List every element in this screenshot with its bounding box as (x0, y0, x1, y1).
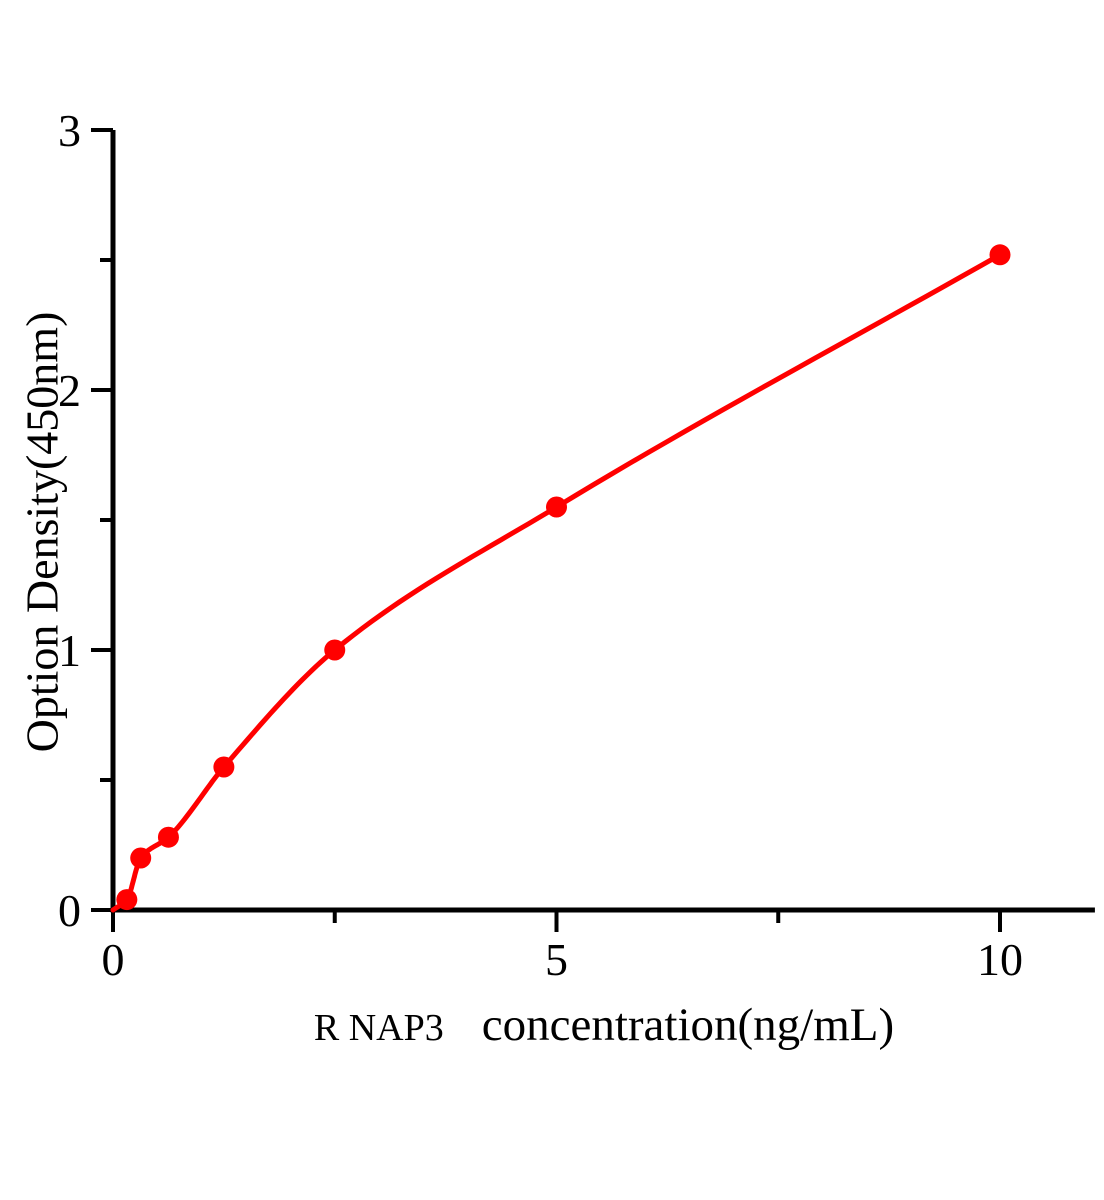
data-point (989, 244, 1011, 266)
x-tick-label: 10 (977, 934, 1023, 985)
fit-curve (110, 252, 1003, 913)
x-axis-title-main: concentration(ng/mL) (481, 999, 895, 1051)
y-tick-label: 1 (58, 625, 81, 676)
data-point (324, 639, 346, 661)
data-point (546, 496, 567, 518)
x-tick-label: 5 (545, 934, 568, 985)
y-axis-title: Option Density(450nm) (16, 311, 68, 753)
y-tick-label: 2 (58, 365, 81, 416)
data-point (130, 847, 152, 869)
data-point (157, 826, 179, 848)
x-tick-label: 0 (102, 934, 125, 985)
y-tick-label: 3 (58, 105, 81, 156)
axes-frame (110, 130, 1095, 913)
x-axis-title: R NAP3 concentration(ng/mL) (113, 997, 1095, 1053)
y-tick-label: 0 (58, 885, 81, 936)
data-point (116, 889, 138, 911)
data-point (213, 756, 235, 778)
x-axis-title-prefix: R NAP3 (313, 1007, 444, 1049)
